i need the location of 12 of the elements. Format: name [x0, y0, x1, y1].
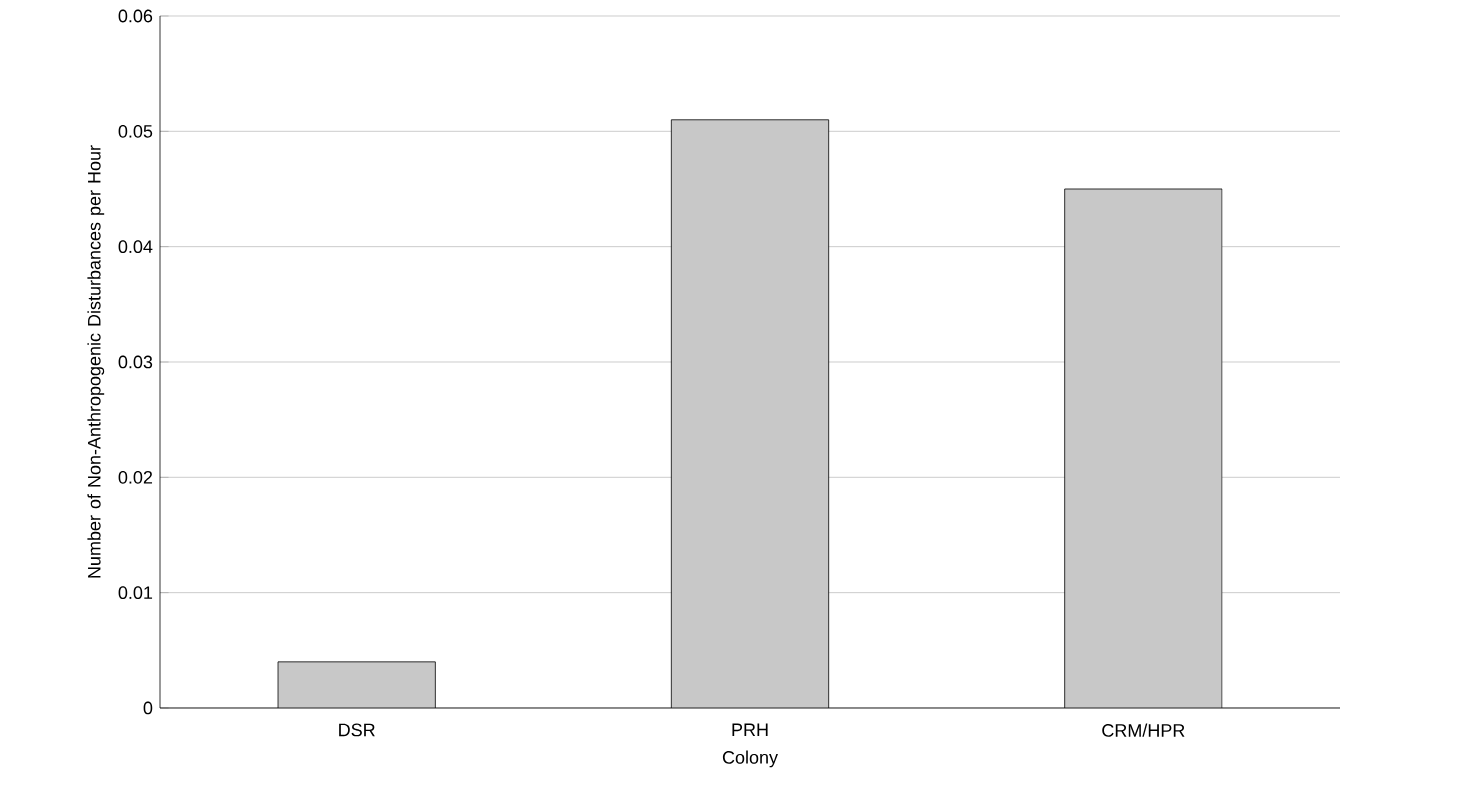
- x-tick-label: DSR: [339, 723, 375, 737]
- y-axis-title: Number of Non-Anthropogenic Disturbances per Hour: [87, 145, 105, 578]
- y-tick-label: 0.01: [118, 586, 153, 600]
- y-tick-label: 0.06: [118, 9, 153, 23]
- x-axis-title: Colony: [722, 750, 778, 768]
- x-tick-label: PRH: [732, 723, 768, 736]
- y-tick-label: 0.03: [118, 355, 153, 369]
- y-tick-label: 0.04: [118, 240, 153, 254]
- y-tick-label: 0.02: [118, 470, 153, 484]
- y-tick-label: 0.05: [118, 124, 153, 138]
- x-tick-label: CRM/HPR: [1102, 723, 1185, 737]
- y-tick-label: 0: [143, 701, 153, 715]
